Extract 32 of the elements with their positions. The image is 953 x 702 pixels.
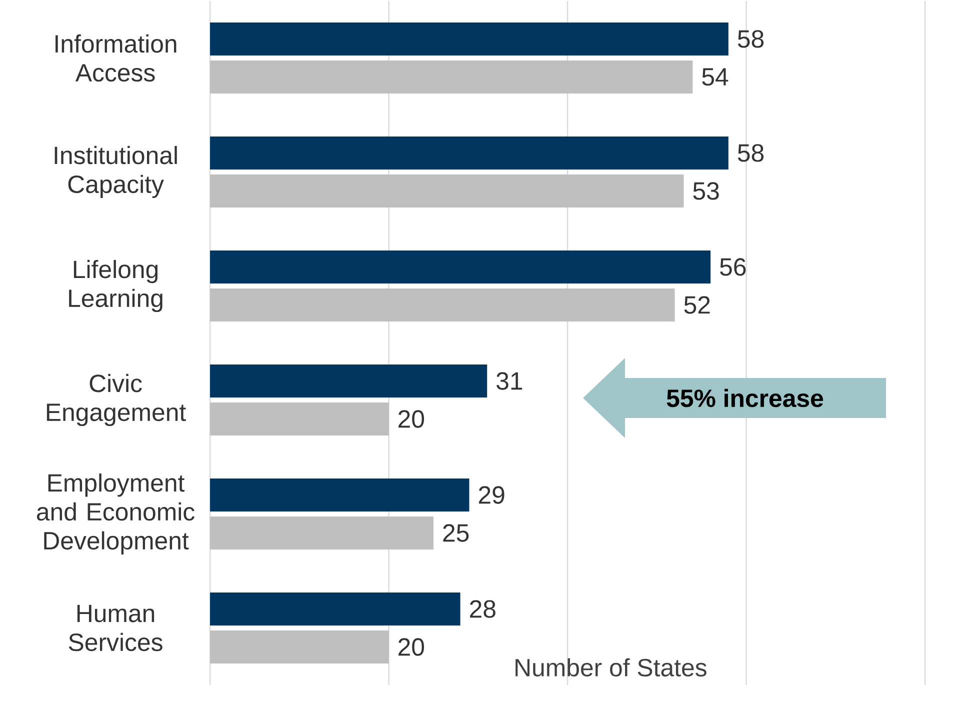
bar (210, 630, 389, 664)
data-label: 20 (398, 638, 424, 656)
x-axis-title: Number of States (516, 658, 706, 677)
y-tick-label: Human Services (68, 604, 162, 652)
data-label: 25 (443, 524, 469, 542)
bar (210, 250, 711, 284)
data-label: 20 (398, 410, 424, 428)
bar (210, 592, 460, 626)
bar (210, 174, 684, 208)
bar (210, 288, 675, 322)
bar (210, 60, 693, 94)
data-label: 29 (478, 486, 504, 504)
data-label: 58 (738, 144, 764, 162)
data-label: 53 (693, 182, 719, 200)
data-label: 58 (738, 30, 764, 48)
bar (210, 516, 434, 550)
bar (210, 136, 728, 170)
bar (210, 402, 389, 436)
y-tick-label: Civic Engagement (46, 374, 186, 426)
annotation: 55% increase (666, 388, 824, 408)
data-label: 52 (684, 296, 710, 314)
y-tick-label: Lifelong Learning (69, 260, 162, 312)
y-tick-label: Employment and Economic Development (36, 474, 194, 555)
data-label: 54 (702, 68, 728, 86)
y-tick-label: Information Access (56, 34, 176, 82)
bar (210, 364, 488, 398)
data-label: 28 (470, 600, 496, 618)
bar (210, 478, 470, 512)
y-tick-label: Institutional Capacity (54, 146, 177, 198)
data-label: 56 (720, 258, 746, 276)
data-label: 31 (496, 372, 522, 390)
bar (210, 22, 728, 56)
